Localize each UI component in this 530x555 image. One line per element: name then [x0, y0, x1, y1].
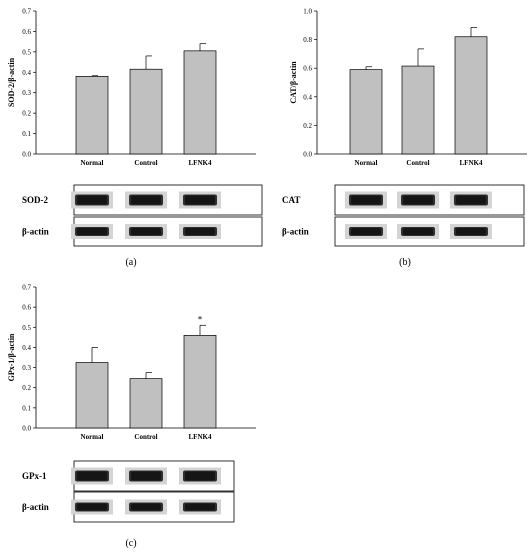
y-tick-label: 0.2 [303, 122, 312, 130]
bar [349, 69, 383, 155]
y-tick-label: 0.7 [22, 284, 31, 292]
bar [75, 76, 109, 155]
target-blot-label: GPx-1 [22, 471, 47, 481]
category-label: LFNK4 [189, 159, 212, 167]
blot-band [179, 191, 221, 209]
category-label: Normal [81, 433, 104, 441]
y-tick-label: 0.6 [22, 28, 31, 36]
blot-band [71, 191, 113, 209]
blot-band [345, 224, 387, 239]
y-tick-label: 0.4 [22, 344, 31, 352]
y-tick-label: 0.4 [303, 93, 312, 101]
bar [454, 36, 488, 155]
y-tick-label: 0.4 [22, 69, 31, 77]
panel-b: 0.0 0.2 0.4 0.6 0.8 1.0 CAT/β-actin Normal Contr… [282, 8, 527, 268]
y-tick-label: 0.1 [22, 130, 31, 138]
significance-mark: * [198, 314, 203, 324]
bar [183, 50, 217, 155]
target-blot-label: SOD-2 [22, 195, 49, 205]
y-tick-label: 0.0 [22, 425, 31, 433]
y-tick-label: 0.2 [22, 110, 31, 118]
y-tick-label: 0.3 [22, 89, 31, 97]
bar [75, 362, 109, 429]
bar [401, 65, 435, 155]
panel-a: 0.0 0.1 0.2 0.3 0.4 0.5 0.6 0.7 SOD-2/β-actin Nor… [7, 8, 263, 268]
bar [129, 378, 163, 429]
category-label: Normal [355, 159, 378, 167]
y-tick-label: 0.0 [22, 151, 31, 159]
y-tick-label: 0.5 [22, 48, 31, 56]
panel-c: 0.0 0.1 0.2 0.3 0.4 0.5 0.6 0.7 GPx-1/β-actin Nor… [7, 284, 256, 549]
blot-band [345, 191, 387, 209]
category-label: LFNK4 [460, 159, 483, 167]
y-tick-label: 0.8 [303, 36, 312, 44]
y-tick-label: 0.7 [22, 8, 31, 16]
category-label: LFNK4 [189, 433, 212, 441]
y-tick-label: 0.2 [22, 384, 31, 392]
blot-band [125, 191, 167, 209]
actin-blot-label: β-actin [22, 227, 49, 237]
blot-band [450, 224, 492, 239]
y-tick-label: 0.3 [22, 364, 31, 372]
y-axis-label: SOD-2/β-actin [7, 57, 16, 107]
blot-band [125, 224, 167, 239]
category-label: Normal [81, 159, 104, 167]
blot-band [71, 224, 113, 239]
y-tick-label: 0.5 [22, 324, 31, 332]
y-tick-label: 0.6 [303, 65, 312, 73]
blot-band [179, 499, 221, 515]
y-tick-label: 1.0 [303, 8, 312, 16]
panel-label: (a) [125, 257, 136, 268]
blot-band [125, 499, 167, 515]
y-axis-label: GPx-1/β-actin [7, 333, 16, 381]
blot-band [179, 467, 221, 485]
blot-band [125, 467, 167, 485]
blot-band [71, 499, 113, 515]
blot-band [71, 467, 113, 485]
y-tick-label: 0.6 [22, 304, 31, 312]
panel-label: (b) [399, 257, 411, 268]
category-label: Control [134, 433, 157, 441]
y-tick-label: 0.1 [22, 404, 31, 412]
y-tick-label: 0.0 [303, 151, 312, 159]
y-axis-label: CAT/β-actin [289, 61, 298, 104]
blot-band [450, 191, 492, 209]
actin-blot-label: β-actin [282, 227, 309, 237]
category-label: Control [406, 159, 429, 167]
target-blot-label: CAT [282, 195, 300, 205]
blot-band [397, 191, 439, 209]
bar [183, 334, 217, 429]
panel-label: (c) [125, 538, 136, 549]
category-label: Control [134, 159, 157, 167]
blot-band [397, 224, 439, 239]
blot-band [179, 224, 221, 239]
actin-blot-label: β-actin [22, 502, 49, 512]
bar [129, 68, 163, 155]
